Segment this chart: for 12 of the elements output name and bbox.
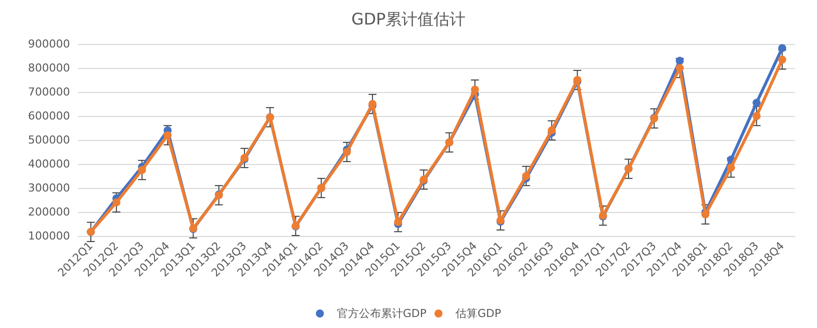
y-tick-label: 300000	[28, 182, 70, 194]
chart-title: GDP累计值估计	[351, 10, 466, 28]
y-tick-label: 500000	[28, 134, 70, 146]
legend-label: 官方公布累计GDP	[336, 307, 427, 320]
y-tick-label: 800000	[28, 62, 70, 74]
y-tick-label: 600000	[28, 110, 70, 122]
y-tick-label: 900000	[28, 38, 70, 50]
y-tick-label: 200000	[28, 206, 70, 218]
y-tick-label: 100000	[28, 230, 70, 242]
y-tick-label: 700000	[28, 86, 70, 98]
legend-label: 估算GDP	[456, 307, 502, 320]
y-tick-label: 400000	[28, 158, 70, 170]
